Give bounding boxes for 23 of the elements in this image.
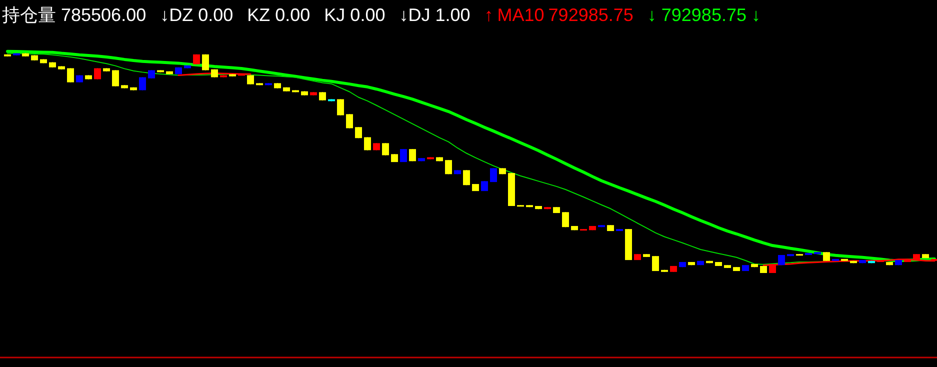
candlestick xyxy=(337,98,344,116)
candlestick xyxy=(562,212,569,228)
candlestick xyxy=(490,168,497,183)
candlestick xyxy=(409,148,416,162)
text: KZ 0.00 xyxy=(247,5,310,25)
text: ↑ xyxy=(484,5,494,25)
candlestick xyxy=(346,114,353,129)
candlestick xyxy=(67,68,74,83)
candlestick xyxy=(445,160,452,175)
candlestick xyxy=(364,136,371,151)
text: ↓DJ 1.00 xyxy=(399,5,470,25)
text: ↓DZ 0.00 xyxy=(160,5,234,25)
text: MA10 xyxy=(497,5,544,25)
text: ↓ 792985.75 ↓ xyxy=(647,5,760,25)
text: 792985.75 xyxy=(548,5,634,25)
candlestick xyxy=(400,148,407,163)
candlestick xyxy=(463,170,470,186)
text: KJ 0.00 xyxy=(324,5,386,25)
chart-title: 持仓量 785506.00 xyxy=(2,5,146,25)
candlestick xyxy=(382,142,389,156)
candlestick xyxy=(112,70,119,87)
candlestick xyxy=(652,256,659,272)
candlestick xyxy=(139,76,146,91)
